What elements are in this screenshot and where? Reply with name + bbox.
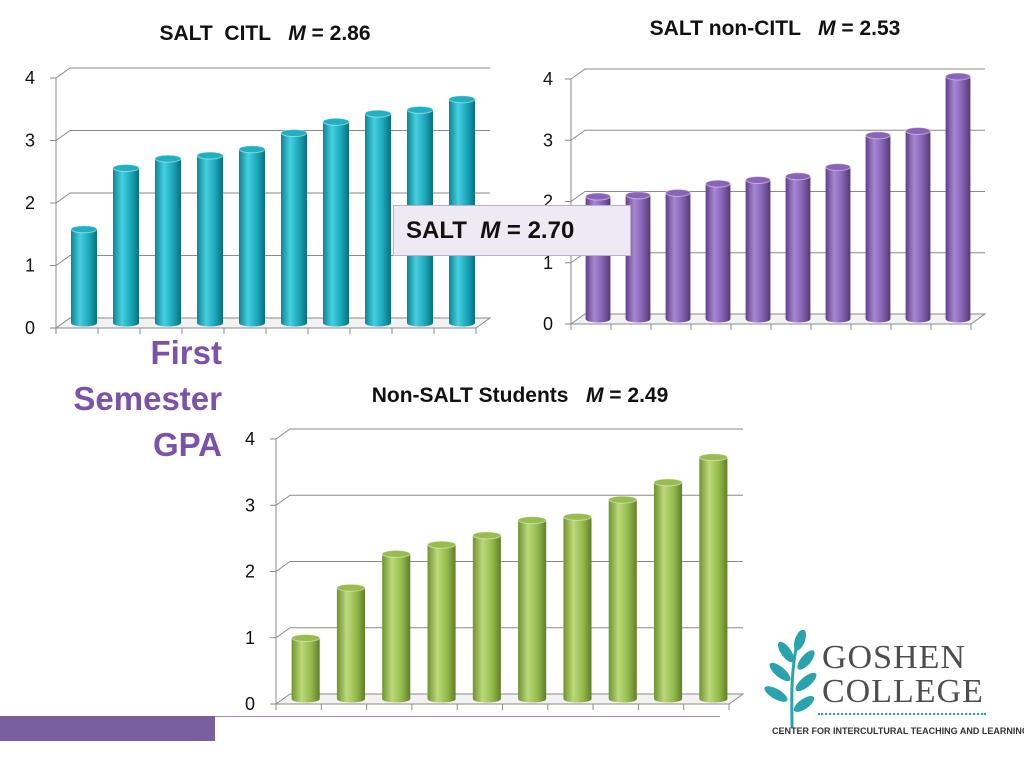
chart-1-bar	[745, 175, 771, 323]
chart-2-bar	[698, 453, 728, 703]
chart-1-bar	[625, 191, 651, 323]
side-title-line-2: Semester	[73, 380, 222, 417]
chart-0-tick-label: 4	[25, 68, 35, 88]
chart-2-tick-label: 0	[245, 694, 255, 714]
chart-2-tick-label: 3	[245, 495, 255, 515]
chart-2-bar	[336, 583, 366, 703]
leaf-branch-icon	[764, 630, 817, 729]
chart-1-bar	[665, 188, 691, 323]
chart-0-tick-label: 2	[25, 193, 35, 213]
chart-0-bar	[280, 129, 308, 327]
chart-2-gridline	[275, 428, 743, 440]
chart-1-tick-label: 2	[543, 192, 553, 212]
chart-title-non-salt: Non-SALT Students M = 2.49	[371, 384, 669, 407]
chart-1-bar	[705, 179, 731, 323]
chart-2-bar	[517, 516, 547, 703]
chart-1-bar	[905, 126, 931, 323]
chart-0-bar	[364, 109, 392, 327]
chart-1-tick-label: 0	[543, 314, 553, 334]
chart-2-gridline	[275, 494, 743, 506]
chart-2-bar	[291, 634, 321, 703]
chart-1-bar	[785, 172, 811, 323]
chart-2-gridline	[275, 561, 743, 572]
logo-subtitle: CENTER FOR INTERCULTURAL TEACHING AND LE…	[772, 726, 1024, 736]
chart-0-tick-label: 3	[25, 131, 35, 151]
chart-title-salt-non-citl: SALT non-CITL M = 2.53	[649, 17, 901, 40]
chart-0-tick-label: 0	[25, 318, 35, 338]
chart-1-gridline	[570, 129, 985, 141]
chart-2-tick-label: 2	[245, 562, 255, 582]
chart-title-salt-citl: SALT CITL M = 2.86	[159, 22, 371, 45]
chart-0-bar	[238, 145, 266, 327]
chart-0-bar	[196, 151, 224, 327]
chart-2-gridline	[275, 627, 743, 639]
chart-1-gridline	[570, 68, 985, 80]
chart-0-gridline	[55, 192, 490, 204]
overall-salt-mean-box: SALT M = 2.70	[393, 205, 631, 256]
chart-2-bar	[381, 549, 411, 703]
chart-0-gridline	[55, 255, 490, 266]
accent-bar	[0, 716, 215, 741]
chart-0-bar	[112, 164, 140, 327]
logo-line-goshen: GOSHEN	[822, 639, 966, 676]
chart-2-bar	[608, 495, 638, 703]
chart-1-tick-label: 3	[543, 130, 553, 150]
chart-1-gridline	[570, 191, 985, 202]
chart-2-tick-label: 4	[245, 429, 255, 449]
chart-0-tick-label: 1	[25, 256, 35, 276]
chart-0-gridline	[55, 67, 490, 79]
bottom-divider	[215, 716, 720, 717]
chart-2-tick-label: 1	[245, 628, 255, 648]
chart-2-bar	[653, 478, 683, 703]
side-title-line-3: GPA	[152, 426, 222, 463]
logo-dotted-rule	[818, 713, 986, 715]
chart-1-bar	[945, 72, 971, 323]
side-title-line-1: First	[150, 334, 222, 371]
chart-0-bar	[322, 117, 350, 327]
chart-0-bar	[70, 225, 98, 327]
slide-side-title: First Semester GPA	[20, 330, 222, 468]
chart-1-bar	[865, 131, 891, 323]
chart-2-bar	[427, 540, 457, 703]
goshen-college-logo: GOSHEN COLLEGE CENTER FOR INTERCULTURAL …	[762, 628, 1024, 748]
chart-1-tick-label: 1	[543, 253, 553, 273]
chart-1-bar	[825, 163, 851, 323]
chart-2-bar	[562, 512, 592, 703]
chart-0-gridline	[55, 130, 490, 141]
chart-0-bar	[154, 154, 182, 327]
chart-2-bar	[472, 531, 502, 703]
chart-1-tick-label: 4	[543, 69, 553, 89]
logo-line-college: COLLEGE	[822, 673, 984, 710]
